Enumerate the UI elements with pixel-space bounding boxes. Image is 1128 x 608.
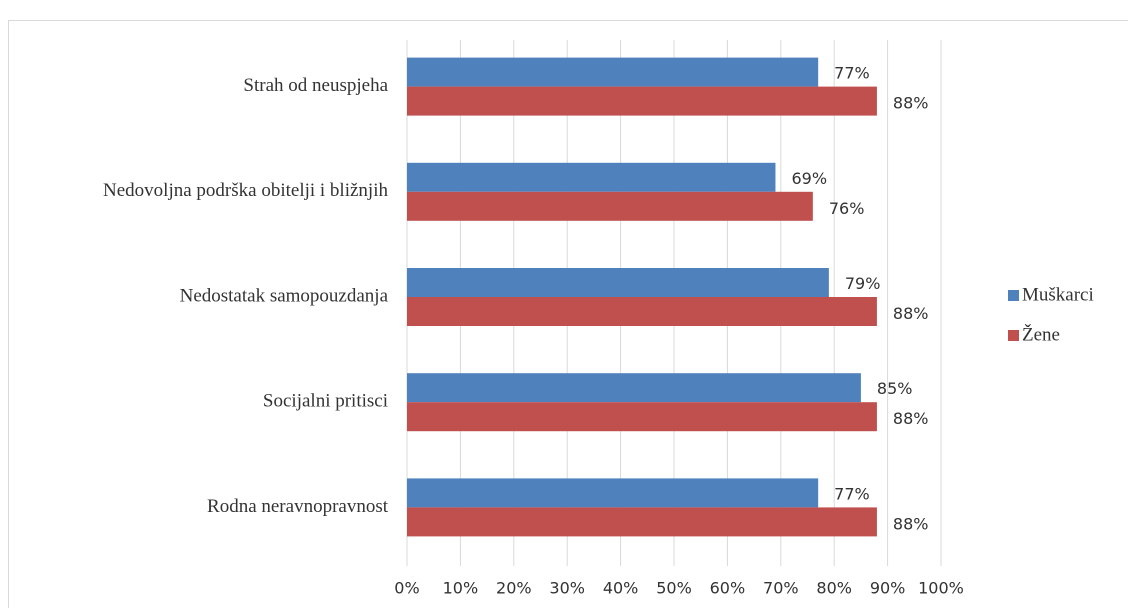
bar xyxy=(407,57,819,87)
bar xyxy=(407,402,877,432)
data-label: 88% xyxy=(893,94,929,113)
legend-swatch xyxy=(1008,330,1019,341)
data-label: 76% xyxy=(829,199,865,218)
data-label: 77% xyxy=(834,64,870,83)
x-tick-label: 60% xyxy=(710,579,746,598)
data-label: 88% xyxy=(893,304,929,323)
y-tick-label: Nedostatak samopouzdanja xyxy=(180,285,389,306)
y-tick-label: Nedovoljna podrška obitelji i bližnjih xyxy=(103,180,388,201)
x-tick-label: 10% xyxy=(443,579,479,598)
bar xyxy=(407,86,877,116)
y-tick-label: Socijalni pritisci xyxy=(263,391,388,412)
legend-label: Muškarci xyxy=(1022,284,1094,305)
x-tick-label: 90% xyxy=(870,579,906,598)
data-label: 85% xyxy=(877,379,913,398)
data-label: 69% xyxy=(791,169,827,188)
x-tick-label: 30% xyxy=(549,579,585,598)
bar xyxy=(407,478,819,508)
bar xyxy=(407,297,877,326)
bar xyxy=(407,268,829,297)
chart-frame xyxy=(8,20,1128,608)
x-tick-label: 0% xyxy=(394,579,419,598)
x-tick-label: 50% xyxy=(656,579,692,598)
bar xyxy=(407,373,861,403)
bar xyxy=(407,162,776,192)
y-tick-label: Rodna neravnopravnost xyxy=(207,496,389,517)
data-label: 88% xyxy=(893,409,929,428)
bar xyxy=(407,507,877,537)
data-label: 77% xyxy=(834,484,870,503)
legend-swatch xyxy=(1008,290,1019,301)
data-label: 88% xyxy=(893,514,929,533)
x-tick-label: 20% xyxy=(496,579,532,598)
x-tick-label: 40% xyxy=(603,579,639,598)
x-tick-label: 70% xyxy=(763,579,799,598)
bar xyxy=(407,191,813,221)
x-tick-label: 100% xyxy=(918,579,964,598)
y-tick-label: Strah od neuspjeha xyxy=(243,75,388,96)
legend-label: Žene xyxy=(1022,323,1060,345)
x-tick-label: 80% xyxy=(816,579,852,598)
data-label: 79% xyxy=(845,274,881,293)
